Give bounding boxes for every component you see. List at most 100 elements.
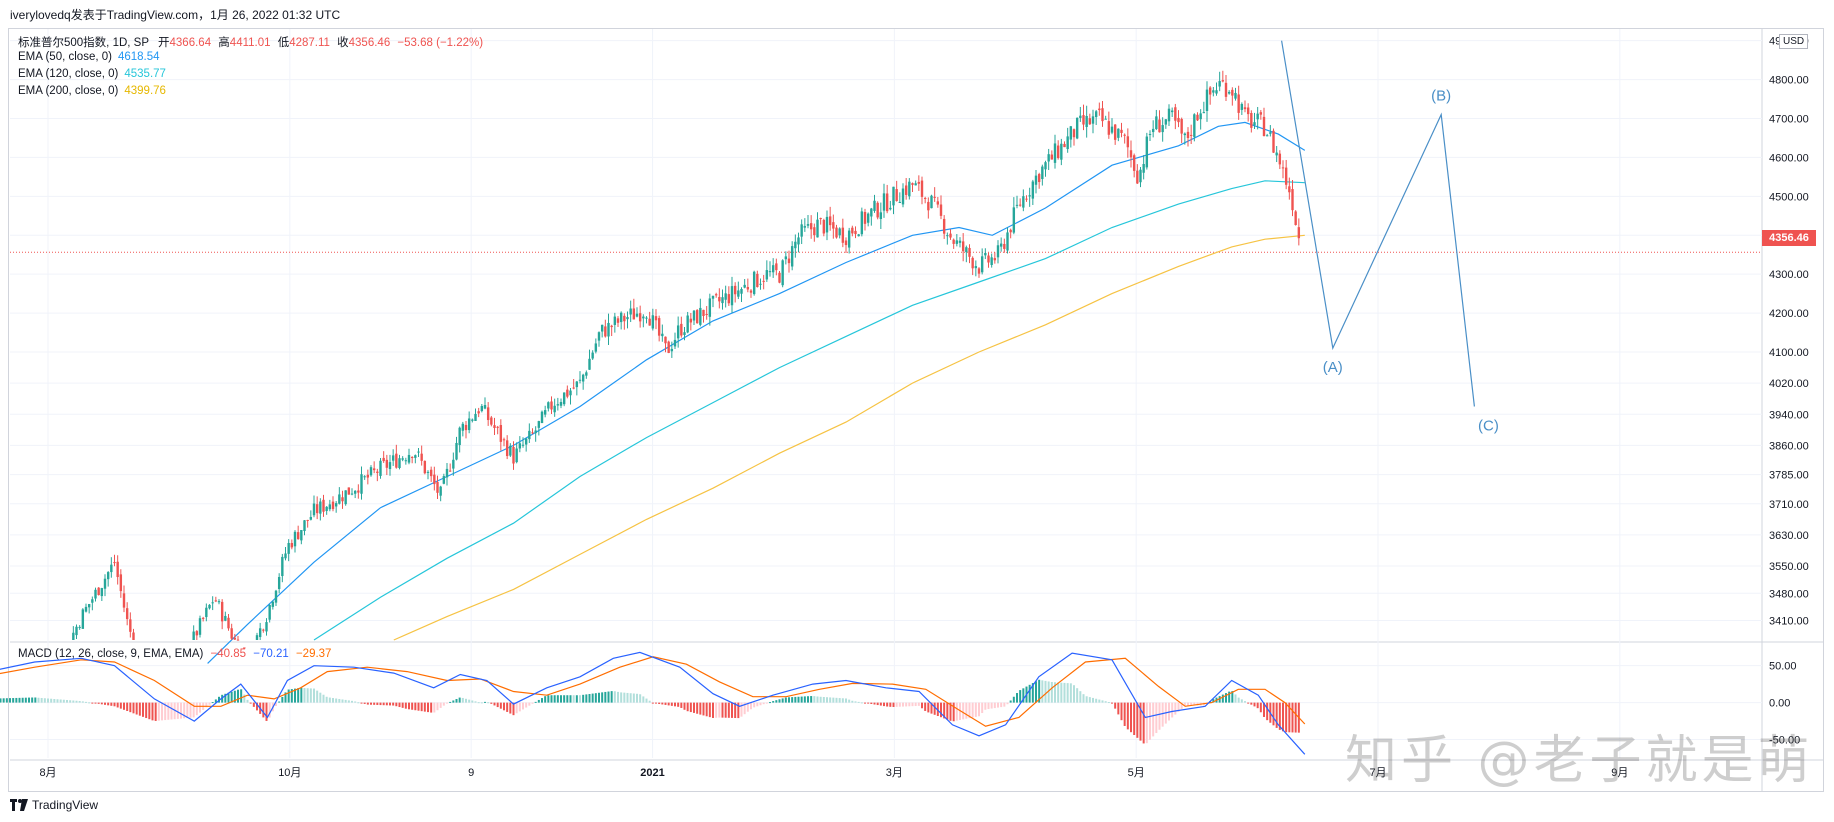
candle-body: [309, 516, 313, 520]
candle-body: [1170, 110, 1174, 113]
macd-hist-bar: [1107, 702, 1110, 704]
macd-hist-bar: [300, 687, 303, 703]
candle-body: [645, 317, 648, 319]
macd-hist-bar: [132, 702, 135, 714]
macd-hist-bar: [1263, 702, 1265, 717]
candle-body: [1126, 136, 1130, 148]
candle-body: [1022, 196, 1025, 208]
candle-body: [512, 446, 515, 464]
candle-body: [464, 424, 468, 431]
candle-body: [898, 201, 902, 203]
candle-body: [838, 228, 841, 236]
macd-hist-bar: [1019, 690, 1022, 703]
macd-hist-bar: [632, 693, 635, 703]
candle-body: [575, 381, 579, 388]
candle-body: [794, 241, 797, 249]
macd-hist-bar: [1120, 702, 1123, 721]
footer-brand[interactable]: TradingView: [10, 798, 98, 812]
macd-line-value: −70.21: [253, 648, 289, 660]
currency-badge[interactable]: USD: [1779, 34, 1809, 49]
macd-hist-bar: [898, 702, 901, 707]
macd-hist-bar: [1288, 702, 1291, 733]
macd-hist-bar: [566, 695, 569, 703]
macd-hist-bar: [290, 689, 293, 703]
candle-body: [765, 270, 769, 280]
macd-hist-bar: [439, 702, 442, 708]
macd-hist-bar: [237, 689, 239, 703]
macd-hist-bar: [1076, 688, 1079, 703]
macd-hist-bar: [620, 692, 623, 703]
candle-body: [762, 280, 765, 282]
candle-body: [1053, 143, 1057, 163]
candle-body: [661, 333, 664, 337]
macd-hist-bar: [408, 702, 410, 710]
candle-body: [914, 183, 917, 186]
macd-hist-bar: [1180, 702, 1183, 709]
candle-body: [1174, 107, 1177, 121]
candle-body: [265, 622, 268, 632]
candle-body: [670, 348, 674, 352]
macd-hist-bar: [879, 702, 882, 706]
macd-hist-bar: [965, 702, 968, 719]
candle-body: [559, 401, 563, 406]
macd-hist-bar: [794, 696, 797, 703]
last-price-label: 4356.46: [1762, 230, 1816, 246]
macd-hist-bar: [309, 688, 312, 703]
macd-hist-bar: [294, 688, 296, 703]
candle-body: [562, 392, 566, 405]
price-tick-label: 3550.00: [1769, 561, 1809, 573]
candle-body: [1164, 119, 1168, 125]
macd-hist-bar: [1050, 682, 1053, 703]
candle-body: [813, 227, 816, 236]
legend-symbol: 标准普尔500指数, 1D, SP 开4366.64 高4411.01 低428…: [18, 34, 483, 50]
ema50-line: [207, 121, 1306, 664]
macd-hist-bar: [556, 695, 559, 703]
candle-body: [1202, 112, 1206, 114]
ema50-label: EMA (50, close, 0): [18, 51, 112, 63]
macd-hist-bar: [328, 697, 331, 703]
macd-hist-bar: [623, 692, 626, 703]
macd-hist-bar: [933, 702, 936, 715]
candle-body: [1205, 89, 1209, 111]
candle-body: [756, 273, 759, 288]
candle-body: [376, 471, 379, 473]
macd-hist-bar: [189, 702, 192, 718]
time-tick-label: 9月: [1611, 767, 1628, 779]
time-tick-label: 3月: [886, 767, 903, 779]
candle-body: [784, 256, 788, 260]
candle-body: [407, 454, 411, 463]
macd-hist-bar: [9, 698, 11, 703]
candle-body: [230, 628, 233, 639]
elliott-wave-projection[interactable]: (A) (B) (C): [1281, 40, 1499, 435]
macd-hist-bar: [382, 702, 385, 706]
candle-body: [78, 626, 81, 628]
macd-hist-bar: [1155, 702, 1158, 734]
macd-hist-bar: [224, 693, 227, 703]
candle-body: [604, 326, 607, 337]
candle-body: [1281, 167, 1285, 169]
candle-body: [1031, 181, 1035, 199]
macd-hist-bar: [1259, 702, 1262, 713]
candle-body: [1117, 128, 1120, 138]
macd-hist-bar: [940, 702, 942, 718]
tradingview-logo-icon: [10, 799, 28, 811]
candle-body: [1256, 113, 1259, 120]
macd-hist-bar: [233, 690, 236, 703]
macd-hist-bar: [563, 695, 566, 703]
macd-hist-bar: [813, 696, 816, 703]
candle-body: [81, 609, 85, 629]
ema-layer: [207, 121, 1306, 664]
chart-frame[interactable]: [8, 28, 1824, 792]
macd-hist-bar: [1012, 696, 1015, 703]
candle-body: [819, 218, 822, 220]
candle-body: [543, 410, 547, 415]
candle-body: [1028, 195, 1031, 197]
macd-hist-bar: [354, 701, 357, 703]
macd-hist-bar: [338, 698, 341, 703]
candle-body: [581, 374, 585, 382]
candle-body: [1136, 170, 1139, 184]
macd-hist-bar: [642, 696, 645, 703]
price-tick-label: 4500.00: [1769, 191, 1809, 203]
macd-tick-label: 50.00: [1769, 661, 1797, 673]
